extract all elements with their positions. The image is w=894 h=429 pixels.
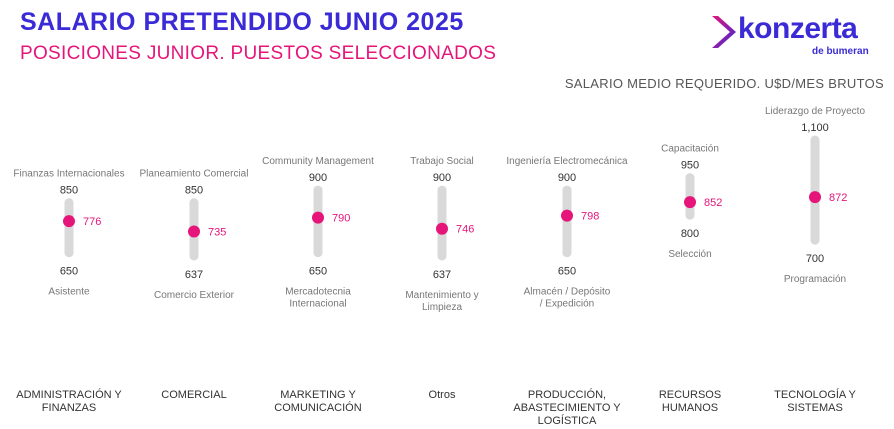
max-position-label: Planeamiento Comercial xyxy=(140,169,249,180)
max-value-label: 850 xyxy=(185,185,203,197)
min-position-label: Mantenimiento y xyxy=(405,290,478,301)
median-value-label: 852 xyxy=(704,197,722,209)
median-point xyxy=(312,211,324,224)
category-label: RECURSOS HUMANOS xyxy=(658,389,722,414)
max-value-label: 900 xyxy=(309,172,327,184)
median-value-label: 872 xyxy=(829,192,847,204)
max-value-label: 900 xyxy=(558,172,576,184)
min-position-label: Programación xyxy=(784,274,846,285)
logo-tagline: de bumeran xyxy=(812,46,869,57)
min-value-label: 650 xyxy=(558,266,576,278)
median-point xyxy=(188,225,200,238)
median-value-label: 776 xyxy=(83,216,101,228)
chart-title: SALARIO PRETENDIDO JUNIO 2025 xyxy=(20,8,464,36)
max-position-label: Trabajo Social xyxy=(410,156,474,167)
min-position-label: Comercio Exterior xyxy=(154,290,235,301)
max-value-label: 850 xyxy=(60,185,78,197)
min-position-label: Internacional xyxy=(289,299,346,310)
min-position-label: Almacén / Depósito xyxy=(524,287,611,298)
logo-wordmark: konzerta xyxy=(738,12,858,45)
max-position-label: Community Management xyxy=(262,156,374,167)
min-position-label: Selección xyxy=(668,249,711,260)
category-label: ADMINISTRACIÓN Y FINANZAS xyxy=(16,389,122,414)
min-value-label: 637 xyxy=(433,269,451,281)
category-label: PRODUCCIÓN, ABASTECIMIENTO Y LOGÍSTICA xyxy=(513,389,621,427)
max-position-label: Capacitación xyxy=(661,144,719,155)
median-point xyxy=(684,196,696,209)
min-value-label: 800 xyxy=(681,228,699,240)
min-value-label: 700 xyxy=(806,253,824,265)
median-value-label: 798 xyxy=(581,211,599,223)
max-value-label: 950 xyxy=(681,160,699,172)
min-value-label: 650 xyxy=(309,266,327,278)
median-point xyxy=(436,222,448,235)
chart-units-label: SALARIO MEDIO REQUERIDO. U$D/MES BRUTOS xyxy=(564,76,884,91)
konzerta-logo: konzerta de bumeran xyxy=(708,10,883,60)
max-position-label: Liderazgo de Proyecto xyxy=(765,106,866,117)
median-point xyxy=(561,209,573,222)
max-position-label: Ingeniería Electromecánica xyxy=(506,156,628,167)
min-position-label: / Expedición xyxy=(540,299,594,310)
category-label: TECNOLOGÍA Y SISTEMAS xyxy=(774,389,856,414)
category-label: Otros xyxy=(428,389,456,401)
max-position-label: Finanzas Internacionales xyxy=(13,169,124,180)
median-point xyxy=(63,215,75,228)
min-position-label: Limpieza xyxy=(422,302,462,313)
min-position-label: Asistente xyxy=(48,287,90,298)
median-point xyxy=(809,191,821,204)
max-value-label: 900 xyxy=(433,172,451,184)
median-value-label: 746 xyxy=(456,224,474,236)
konzerta-chevron-icon xyxy=(712,16,736,48)
chart-subtitle-pink: POSICIONES JUNIOR. PUESTOS SELECCIONADOS xyxy=(20,43,497,64)
max-value-label: 1,100 xyxy=(801,122,829,134)
min-position-label: Mercadotecnia xyxy=(285,287,351,298)
category-label: COMERCIAL xyxy=(161,389,227,401)
category-label: MARKETING Y COMUNICACIÓN xyxy=(274,389,362,414)
min-value-label: 650 xyxy=(60,266,78,278)
min-value-label: 637 xyxy=(185,269,203,281)
median-value-label: 790 xyxy=(332,213,350,225)
median-value-label: 735 xyxy=(208,226,226,238)
